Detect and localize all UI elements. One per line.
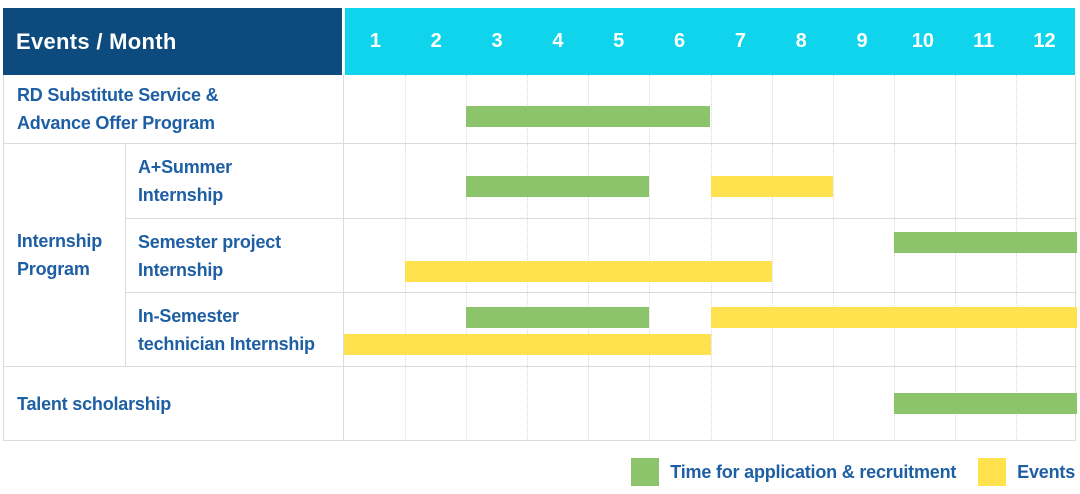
month-gridline [649, 367, 651, 440]
month-label: 12 [1033, 30, 1056, 52]
month-gridline [1015, 219, 1017, 292]
month-label: 7 [734, 30, 746, 52]
month-gridline [1015, 293, 1017, 366]
chart-row-rd-substitute [343, 75, 1077, 144]
month-gridline [771, 367, 773, 440]
row-label-line: Semester project [138, 231, 281, 252]
month-header-row: 1 2 3 4 5 6 7 8 9 10 11 12 [342, 8, 1075, 75]
month-gridline [893, 219, 895, 292]
month-label: 11 [973, 30, 995, 52]
month-gridline [649, 219, 651, 292]
row-label-rd-substitute: RD Substitute Service & Advance Offer Pr… [4, 75, 343, 144]
month-gridline [954, 75, 956, 143]
month-gridline [405, 75, 407, 143]
month-gridline [832, 219, 834, 292]
month-gridline [832, 367, 834, 440]
month-gridline [710, 219, 712, 292]
legend: Time for application & recruitment Event… [631, 457, 1075, 487]
month-gridline [954, 144, 956, 218]
gantt-bar-recruitment [466, 106, 711, 127]
month-gridline [405, 219, 407, 292]
group-label-internship-program: Internship Program [4, 144, 125, 367]
timeline-table: RD Substitute Service & Advance Offer Pr… [3, 75, 1077, 441]
month-label: 4 [552, 30, 564, 52]
gantt-bar-events [710, 307, 1077, 328]
month-gridline [527, 293, 529, 366]
month-gridline [771, 75, 773, 143]
month-label: 8 [795, 30, 807, 52]
gantt-bar-recruitment [466, 307, 650, 328]
month-label: 5 [613, 30, 625, 52]
month-gridline [893, 293, 895, 366]
legend-item-recruitment: Time for application & recruitment [631, 458, 956, 486]
month-gridline [832, 144, 834, 218]
month-gridline [588, 219, 590, 292]
gantt-bar-events [344, 334, 711, 355]
month-gridline [405, 293, 407, 366]
chart-row-semester-project-internship [343, 219, 1077, 293]
gantt-bar-recruitment [893, 232, 1077, 253]
month-gridline [832, 293, 834, 366]
month-gridline [1015, 144, 1017, 218]
month-label: 1 [369, 30, 381, 52]
events-month-header: Events / Month [3, 8, 342, 75]
row-label-line: Talent scholarship [17, 393, 172, 414]
month-gridline [466, 219, 468, 292]
month-gridline [954, 293, 956, 366]
month-gridline [649, 293, 651, 366]
row-label-line: Internship [138, 185, 224, 205]
chart-row-in-semester-technician-internship [343, 293, 1077, 367]
row-label-line: Advance Offer Program [17, 113, 215, 133]
month-gridline [710, 293, 712, 366]
month-gridline [466, 367, 468, 440]
legend-item-events: Events [978, 458, 1075, 486]
month-gridline [649, 144, 651, 218]
month-gridline [466, 293, 468, 366]
gantt-bar-events [405, 261, 772, 282]
row-label-line: In-Semester [138, 305, 239, 326]
month-gridline [405, 367, 407, 440]
row-label-semester-project-internship: Semester project Internship [125, 219, 343, 293]
gantt-bar-events [710, 176, 833, 197]
row-label-line: Internship [138, 259, 224, 280]
events-month-header-label: Events / Month [16, 28, 177, 54]
month-gridline [405, 144, 407, 218]
group-label-line: Program [17, 259, 90, 279]
row-label-line: A+Summer [138, 157, 232, 177]
month-gridline [588, 367, 590, 440]
month-gridline [710, 367, 712, 440]
gantt-bar-recruitment [466, 176, 650, 197]
month-gridline [832, 75, 834, 143]
month-label: 10 [911, 30, 934, 52]
month-gridline [893, 144, 895, 218]
month-gridline [527, 219, 529, 292]
row-label-a-plus-summer-internship: A+Summer Internship [125, 144, 343, 219]
month-gridline [893, 75, 895, 143]
row-label-line: RD Substitute Service & [17, 85, 219, 105]
month-gridline [954, 219, 956, 292]
events-swatch-icon [978, 458, 1007, 486]
row-label-in-semester-technician-internship: In-Semester technician Internship [125, 293, 343, 367]
month-label: 3 [491, 30, 503, 52]
recruitment-swatch-icon [631, 458, 660, 486]
row-label-talent-scholarship: Talent scholarship [4, 367, 343, 440]
month-gridline [588, 293, 590, 366]
group-label-line: Internship [17, 231, 103, 251]
legend-label: Events [1017, 461, 1075, 482]
month-label: 6 [673, 30, 686, 52]
row-label-line: technician Internship [138, 333, 315, 354]
month-gridline [1015, 75, 1017, 143]
month-label: 2 [430, 30, 442, 52]
month-gridline [771, 219, 773, 292]
chart-row-a-plus-summer-internship [343, 144, 1077, 219]
chart-row-talent-scholarship [343, 367, 1077, 440]
month-gridline [527, 367, 529, 440]
month-gridline [771, 293, 773, 366]
month-gridline [710, 75, 712, 143]
month-label: 9 [856, 30, 868, 52]
legend-label: Time for application & recruitment [670, 461, 957, 482]
gantt-bar-recruitment [893, 393, 1077, 414]
